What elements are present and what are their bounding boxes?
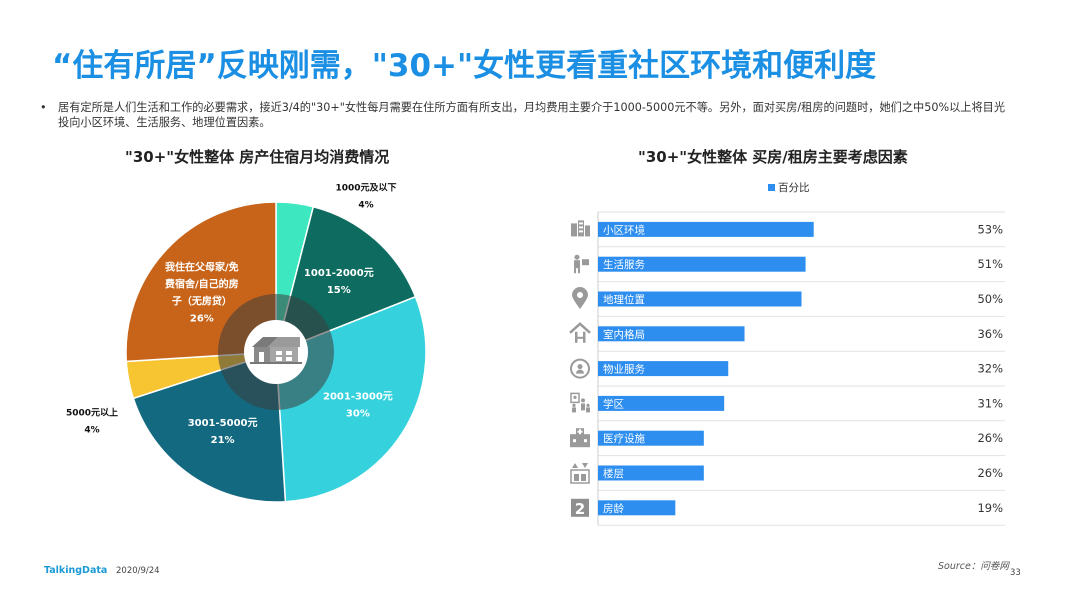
bar-chart-title: "30+"女性整体 买房/租房主要考虑因素 <box>638 148 908 166</box>
bar-rect <box>598 500 676 516</box>
bar-rect <box>598 221 814 237</box>
bar-category-label: 室内格局 <box>603 328 645 341</box>
pie-slice-label: 3001-5000元 <box>188 417 258 429</box>
legend-swatch <box>768 184 775 191</box>
bar-category-label: 医疗设施 <box>603 432 645 445</box>
pie-slice-label: 子（无房贷） <box>172 294 232 307</box>
hospital-icon <box>570 428 590 448</box>
bar-category-label: 地理位置 <box>603 293 645 306</box>
page-title: “住有所居”反映刚需，"30+"女性更看重社区环境和便利度 <box>52 48 877 84</box>
legend-label: 百分比 <box>778 182 810 194</box>
footer-date: 2020/9/24 <box>116 566 160 576</box>
bar-value-label: 50% <box>977 292 1003 306</box>
school-family-icon <box>570 392 590 413</box>
bar-category-label: 物业服务 <box>603 363 645 376</box>
elevator-icon <box>570 463 590 484</box>
summary-text: 居有定所是人们生活和工作的必要需求，接近3/4的"30+"女性每月需要在住所方面… <box>58 101 1006 129</box>
source-note: Source：问卷网 <box>938 561 1009 572</box>
bar-rect <box>598 430 704 446</box>
delivery-person-icon <box>574 254 589 274</box>
bar-value-label: 19% <box>977 501 1003 515</box>
bar-category-label: 小区环境 <box>603 223 645 236</box>
bar-category-label: 生活服务 <box>603 258 645 271</box>
pie-slice-label: 5000元以上 <box>66 407 118 419</box>
bar-rect <box>598 361 729 377</box>
pie-slice-value: 21% <box>211 435 235 446</box>
pie-slice-label: 1001-2000元 <box>304 267 374 279</box>
bar-value-label: 26% <box>977 431 1003 445</box>
pie-slice-value: 26% <box>190 313 214 324</box>
bar-value-label: 36% <box>977 327 1003 341</box>
pie-slice-label: 费宿舍/自己的房 <box>165 277 239 290</box>
bar-rect <box>598 395 725 411</box>
pie-slice-value: 4% <box>84 426 99 436</box>
pie-slice-label: 2001-3000元 <box>323 390 393 402</box>
pie-slice-value: 15% <box>327 285 351 296</box>
bar-value-label: 32% <box>977 362 1003 376</box>
bar-rect <box>598 326 745 342</box>
page-number: 33 <box>1010 568 1021 578</box>
service-gear-icon <box>570 358 590 379</box>
number-2-icon: 2 <box>571 498 589 518</box>
house-icon <box>250 337 302 364</box>
bullet-dot-icon: • <box>40 101 47 114</box>
bar-rect <box>598 291 802 307</box>
bar-chart: 2 小区环境 53% 生活服务 51% 地理位置 50% 室内格局 36% 物业服务 32% 学区 3… <box>569 211 1005 526</box>
building-icon <box>571 220 590 237</box>
house-h-icon <box>569 322 591 343</box>
bar-value-label: 31% <box>977 396 1003 410</box>
bar-category-label: 楼层 <box>603 467 624 480</box>
bar-rect <box>598 465 704 481</box>
bar-legend: 百分比 <box>768 180 810 195</box>
pie-chart-title: "30+"女性整体 房产住宿月均消费情况 <box>125 148 390 166</box>
pie-slice-value: 30% <box>346 408 370 419</box>
bar-value-label: 51% <box>977 257 1003 271</box>
bar-category-label: 房龄 <box>603 502 624 515</box>
bar-category-label: 学区 <box>603 397 624 410</box>
pie-slice-label: 我住在父母家/免 <box>165 260 239 273</box>
pie-chart: 1000元及以下 4% 1001-2000元 15% 2001-3000元 30% 3001… <box>66 183 427 503</box>
bar-value-label: 26% <box>977 466 1003 480</box>
location-pin-icon <box>572 287 588 309</box>
summary-bullet: • 居有定所是人们生活和工作的必要需求，接近3/4的"30+"女性每月需要在住所… <box>40 100 1015 130</box>
svg-text:2: 2 <box>575 500 585 518</box>
bar-value-label: 53% <box>977 222 1003 236</box>
bar-rect <box>598 256 806 272</box>
talkingdata-logo: TalkingData <box>44 565 108 576</box>
pie-slice-value: 4% <box>358 201 373 211</box>
pie-slice-label: 1000元及以下 <box>335 183 396 194</box>
